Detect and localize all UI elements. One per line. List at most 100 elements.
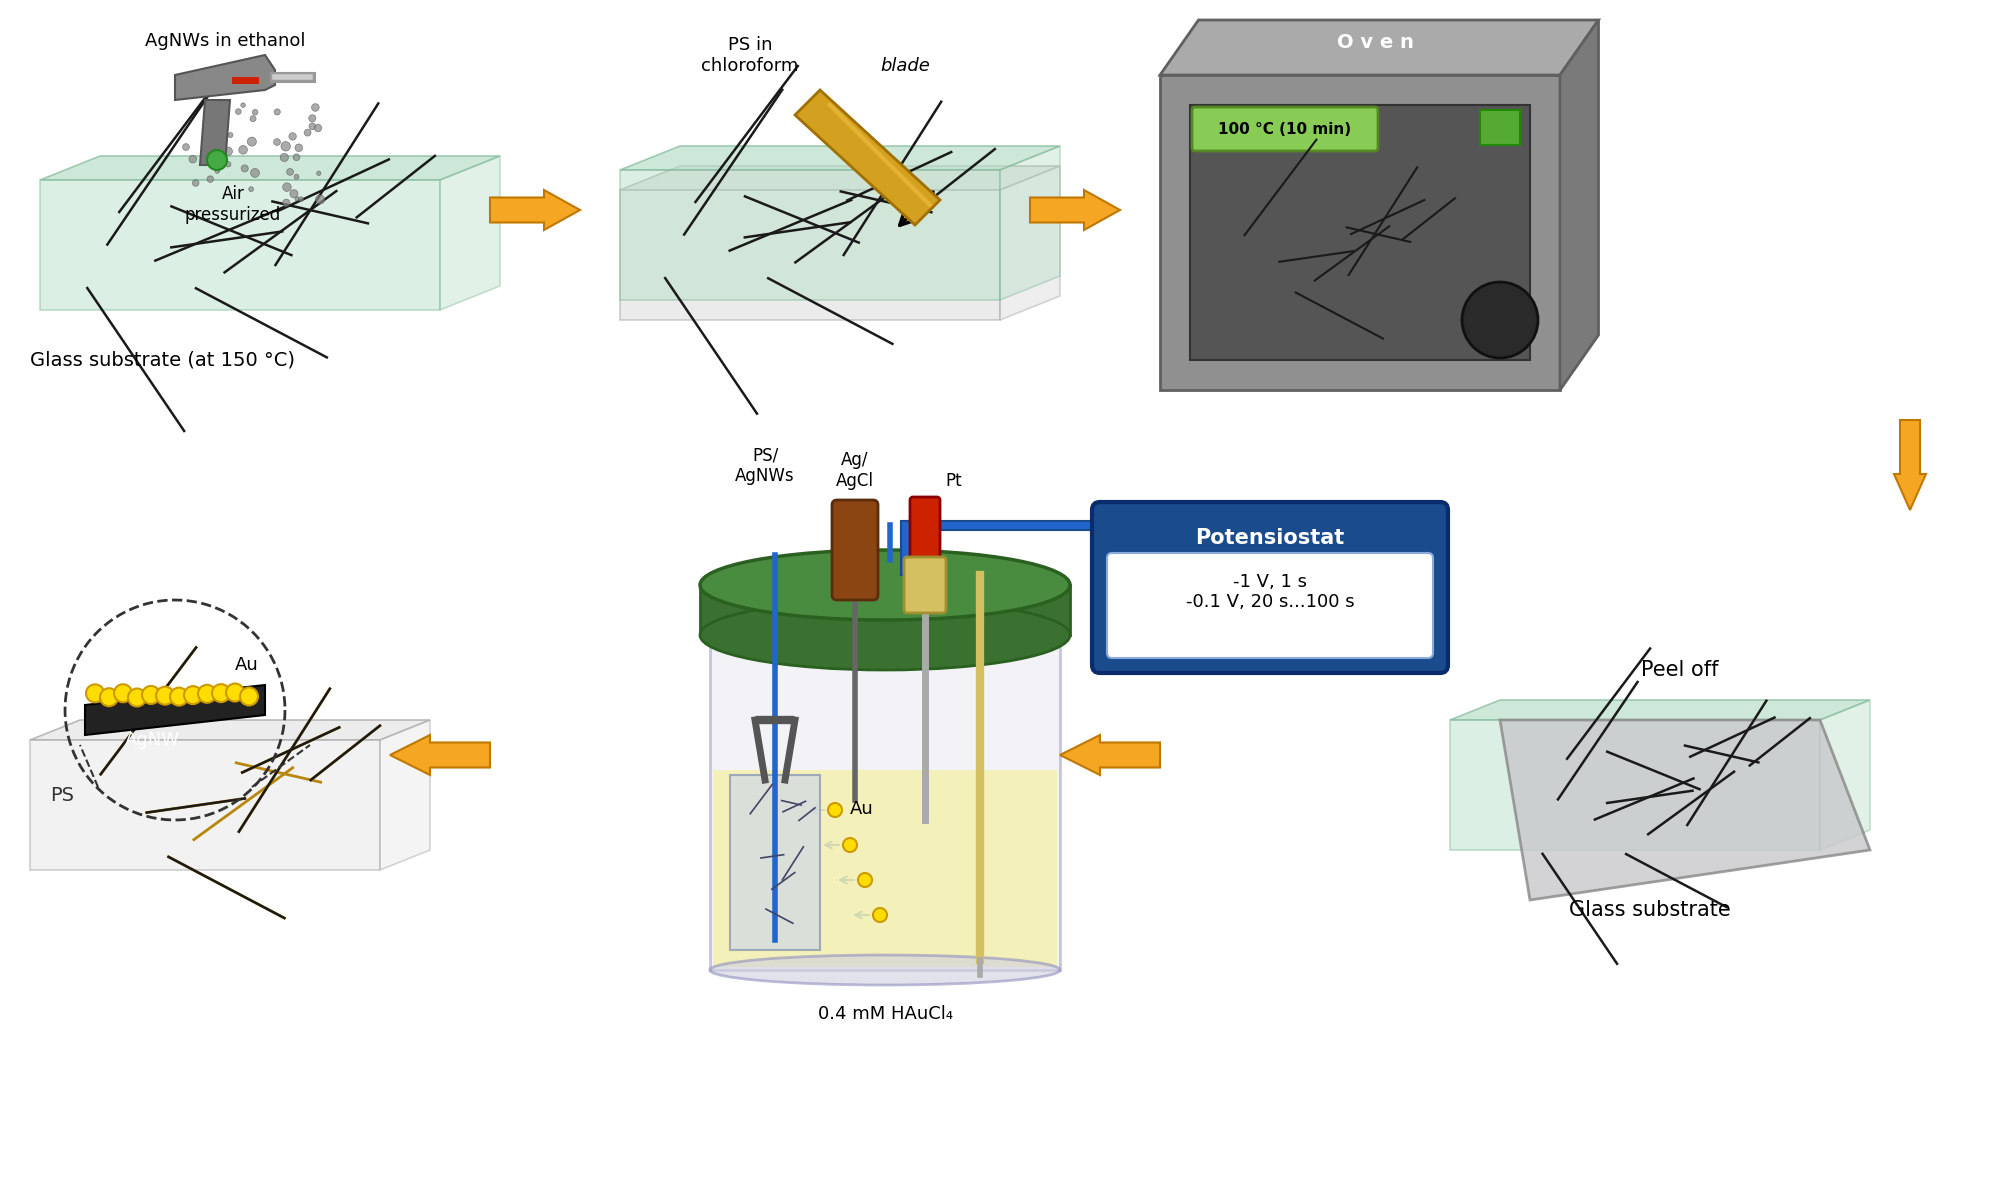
Polygon shape	[40, 156, 500, 180]
Polygon shape	[201, 99, 231, 165]
Polygon shape	[1895, 420, 1927, 510]
Text: Au: Au	[235, 656, 259, 674]
Text: Glass substrate: Glass substrate	[1569, 900, 1730, 920]
Circle shape	[283, 199, 289, 206]
Text: -1 V, 1 s
-0.1 V, 20 s...100 s: -1 V, 1 s -0.1 V, 20 s...100 s	[1186, 573, 1355, 611]
Text: PS: PS	[50, 785, 74, 804]
Polygon shape	[490, 189, 580, 230]
FancyBboxPatch shape	[903, 556, 945, 613]
Circle shape	[281, 142, 291, 152]
Circle shape	[293, 154, 299, 161]
Polygon shape	[1559, 20, 1598, 390]
Text: Pt: Pt	[945, 472, 961, 490]
Circle shape	[283, 182, 291, 192]
Circle shape	[247, 137, 257, 146]
Circle shape	[171, 688, 189, 706]
Polygon shape	[1820, 700, 1871, 850]
Polygon shape	[1190, 210, 1449, 300]
FancyBboxPatch shape	[1108, 553, 1433, 658]
Polygon shape	[1190, 194, 1489, 210]
Circle shape	[128, 689, 147, 707]
Circle shape	[295, 144, 303, 152]
Circle shape	[86, 684, 104, 702]
Circle shape	[295, 197, 299, 201]
Polygon shape	[40, 180, 440, 310]
Polygon shape	[84, 686, 265, 735]
Text: blade: blade	[879, 57, 929, 75]
Circle shape	[843, 838, 857, 852]
Circle shape	[207, 150, 227, 170]
Circle shape	[100, 688, 118, 706]
Text: PS in
chloroform: PS in chloroform	[700, 37, 799, 75]
Text: 100 °C (10 min): 100 °C (10 min)	[1218, 122, 1351, 136]
Text: Potensiostat: Potensiostat	[1196, 528, 1345, 548]
Polygon shape	[1160, 20, 1598, 75]
Ellipse shape	[700, 600, 1070, 670]
Polygon shape	[620, 189, 999, 320]
FancyBboxPatch shape	[833, 500, 877, 600]
Circle shape	[281, 154, 289, 161]
Circle shape	[114, 684, 132, 702]
Circle shape	[289, 189, 297, 198]
Polygon shape	[389, 735, 490, 776]
Circle shape	[289, 133, 297, 140]
Circle shape	[251, 116, 257, 122]
Circle shape	[309, 115, 315, 122]
Polygon shape	[710, 635, 1060, 970]
Circle shape	[295, 174, 299, 179]
Circle shape	[199, 684, 217, 703]
Polygon shape	[620, 170, 999, 300]
Ellipse shape	[710, 955, 1060, 985]
Circle shape	[273, 139, 281, 146]
Polygon shape	[175, 54, 275, 99]
Text: PS/
AgNWs: PS/ AgNWs	[735, 446, 795, 485]
Circle shape	[317, 172, 321, 175]
Polygon shape	[620, 166, 1060, 189]
Polygon shape	[712, 770, 1058, 967]
Polygon shape	[1479, 110, 1519, 144]
Text: AgNWs in ethanol: AgNWs in ethanol	[145, 32, 305, 50]
Circle shape	[225, 147, 233, 155]
Circle shape	[309, 123, 315, 130]
Circle shape	[227, 683, 245, 701]
Circle shape	[142, 686, 161, 704]
Text: AgNW: AgNW	[124, 731, 181, 749]
Polygon shape	[700, 585, 1070, 635]
Polygon shape	[999, 166, 1060, 320]
Polygon shape	[1449, 720, 1820, 850]
Text: Air
pressurized: Air pressurized	[185, 185, 281, 224]
Circle shape	[287, 168, 293, 175]
Circle shape	[305, 129, 311, 136]
Polygon shape	[1030, 189, 1120, 230]
FancyBboxPatch shape	[1192, 107, 1379, 152]
Text: Glass substrate (at 150 °C): Glass substrate (at 150 °C)	[30, 350, 295, 369]
Circle shape	[315, 124, 321, 131]
Text: 0.4 mM HAuCl₄: 0.4 mM HAuCl₄	[817, 1005, 953, 1023]
Polygon shape	[379, 720, 429, 870]
Polygon shape	[30, 720, 429, 740]
Polygon shape	[1190, 105, 1529, 360]
Circle shape	[229, 133, 233, 137]
Circle shape	[193, 180, 199, 186]
Circle shape	[213, 684, 231, 702]
Circle shape	[241, 688, 259, 706]
Text: Peel off: Peel off	[1642, 659, 1718, 680]
Circle shape	[207, 176, 213, 182]
Circle shape	[211, 150, 217, 157]
Polygon shape	[795, 90, 939, 225]
Circle shape	[299, 197, 303, 201]
Polygon shape	[999, 146, 1060, 300]
FancyBboxPatch shape	[1092, 502, 1447, 673]
Circle shape	[315, 195, 325, 204]
Circle shape	[235, 109, 241, 115]
Circle shape	[251, 168, 259, 178]
Circle shape	[215, 168, 219, 173]
Circle shape	[225, 161, 231, 167]
Circle shape	[275, 109, 281, 115]
Polygon shape	[30, 740, 379, 870]
Text: Ag/
AgCl: Ag/ AgCl	[837, 451, 873, 490]
FancyBboxPatch shape	[909, 497, 939, 573]
Circle shape	[249, 187, 253, 192]
Circle shape	[189, 155, 197, 163]
Polygon shape	[1499, 720, 1871, 900]
